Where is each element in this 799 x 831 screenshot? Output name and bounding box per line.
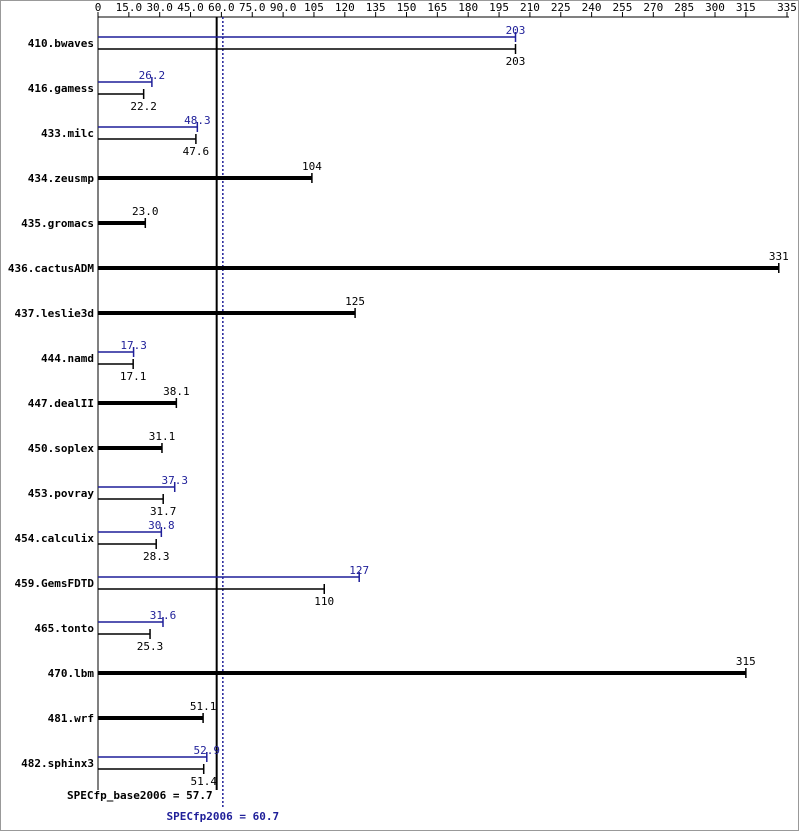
benchmark-name: 481.wrf bbox=[48, 712, 94, 725]
value-label: 31.7 bbox=[150, 505, 177, 518]
value-label: 203 bbox=[506, 55, 526, 68]
x-tick-label: 195 bbox=[489, 1, 509, 14]
value-label: 17.3 bbox=[120, 339, 147, 352]
x-tick-label: 255 bbox=[613, 1, 633, 14]
x-tick-label: 180 bbox=[458, 1, 478, 14]
x-tick-label: 210 bbox=[520, 1, 540, 14]
value-label: 331 bbox=[769, 250, 789, 263]
value-label: 37.3 bbox=[161, 474, 188, 487]
x-tick-label: 45.0 bbox=[177, 1, 204, 14]
benchmark-name: 450.soplex bbox=[28, 442, 95, 455]
x-tick-label: 240 bbox=[582, 1, 602, 14]
benchmark-name: 465.tonto bbox=[34, 622, 94, 635]
x-tick-label: 315 bbox=[736, 1, 756, 14]
benchmark-name: 416.gamess bbox=[28, 82, 94, 95]
benchmark-name: 436.cactusADM bbox=[8, 262, 94, 275]
value-label: 203 bbox=[506, 24, 526, 37]
x-tick-label: 150 bbox=[397, 1, 417, 14]
value-label: 31.6 bbox=[150, 609, 177, 622]
value-label: 38.1 bbox=[163, 385, 190, 398]
reference-label: SPECfp_base2006 = 57.7 bbox=[67, 789, 213, 802]
value-label: 22.2 bbox=[130, 100, 157, 113]
benchmark-name: 444.namd bbox=[41, 352, 94, 365]
benchmark-name: 470.lbm bbox=[48, 667, 95, 680]
x-tick-label: 120 bbox=[335, 1, 355, 14]
x-tick-label: 225 bbox=[551, 1, 571, 14]
value-label: 26.2 bbox=[139, 69, 166, 82]
benchmark-name: 453.povray bbox=[28, 487, 95, 500]
value-label: 104 bbox=[302, 160, 322, 173]
reference-label: SPECfp2006 = 60.7 bbox=[167, 810, 280, 823]
value-label: 125 bbox=[345, 295, 365, 308]
x-tick-label: 270 bbox=[643, 1, 663, 14]
benchmark-name: 482.sphinx3 bbox=[21, 757, 94, 770]
benchmark-name: 459.GemsFDTD bbox=[15, 577, 95, 590]
value-label: 52.9 bbox=[194, 744, 221, 757]
value-label: 51.1 bbox=[190, 700, 217, 713]
value-label: 23.0 bbox=[132, 205, 159, 218]
value-label: 28.3 bbox=[143, 550, 170, 563]
value-label: 110 bbox=[314, 595, 334, 608]
value-label: 31.1 bbox=[149, 430, 176, 443]
x-tick-label: 90.0 bbox=[270, 1, 297, 14]
x-tick-label: 285 bbox=[674, 1, 694, 14]
value-label: 48.3 bbox=[184, 114, 211, 127]
x-tick-label: 30.0 bbox=[146, 1, 173, 14]
x-tick-label: 15.0 bbox=[116, 1, 143, 14]
value-label: 17.1 bbox=[120, 370, 147, 383]
benchmark-name: 437.leslie3d bbox=[15, 307, 94, 320]
x-tick-label: 60.0 bbox=[208, 1, 235, 14]
benchmark-name: 410.bwaves bbox=[28, 37, 94, 50]
benchmark-name: 447.dealII bbox=[28, 397, 94, 410]
x-tick-label: 165 bbox=[427, 1, 447, 14]
benchmark-name: 435.gromacs bbox=[21, 217, 94, 230]
x-tick-label: 135 bbox=[366, 1, 386, 14]
value-label: 47.6 bbox=[183, 145, 210, 158]
value-label: 127 bbox=[349, 564, 369, 577]
value-label: 25.3 bbox=[137, 640, 164, 653]
benchmark-name: 433.milc bbox=[41, 127, 94, 140]
x-tick-label: 0 bbox=[95, 1, 102, 14]
value-label: 51.4 bbox=[190, 775, 217, 788]
benchmark-name: 434.zeusmp bbox=[28, 172, 95, 185]
x-tick-label: 300 bbox=[705, 1, 725, 14]
value-label: 315 bbox=[736, 655, 756, 668]
benchmark-name: 454.calculix bbox=[15, 532, 95, 545]
x-tick-label: 335 bbox=[777, 1, 797, 14]
value-label: 30.8 bbox=[148, 519, 175, 532]
x-tick-label: 75.0 bbox=[239, 1, 266, 14]
x-tick-label: 105 bbox=[304, 1, 324, 14]
